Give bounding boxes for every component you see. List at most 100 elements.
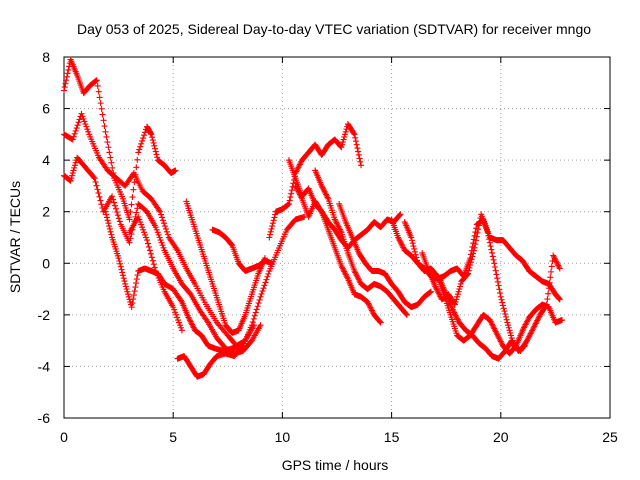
data-point-marker — [487, 243, 494, 250]
data-point-marker — [156, 207, 163, 214]
data-point-marker — [72, 159, 79, 166]
data-point-marker — [150, 139, 157, 146]
series-track-1 — [61, 56, 179, 223]
data-point-marker — [469, 253, 476, 260]
data-point-marker — [173, 311, 180, 318]
y-tick-label: -4 — [38, 358, 51, 374]
data-point-marker — [353, 141, 360, 148]
data-point-marker — [141, 229, 148, 236]
data-point-marker — [501, 308, 508, 315]
data-point-marker — [140, 226, 147, 233]
data-point-marker — [175, 317, 182, 324]
data-point-marker — [115, 255, 122, 262]
data-point-marker — [502, 310, 509, 317]
data-point-marker — [117, 260, 124, 267]
data-point-marker — [476, 218, 483, 225]
data-point-marker — [138, 221, 145, 228]
data-point-marker — [452, 298, 459, 305]
data-point-marker — [143, 237, 150, 244]
data-point-marker — [171, 306, 178, 313]
data-point-marker — [102, 128, 109, 135]
data-point-marker — [272, 211, 279, 218]
data-point-marker — [134, 205, 141, 212]
data-point-marker — [152, 148, 159, 155]
data-point-marker — [151, 264, 158, 271]
series-track-6 — [174, 213, 308, 380]
data-point-marker — [269, 220, 276, 227]
data-point-marker — [73, 125, 80, 132]
data-point-marker — [475, 222, 482, 229]
data-point-marker — [162, 225, 169, 232]
data-point-marker — [115, 215, 122, 222]
data-point-marker — [454, 293, 461, 300]
data-point-marker — [99, 111, 106, 118]
data-point-marker — [105, 220, 112, 227]
data-point-marker — [97, 197, 104, 204]
data-point-marker — [505, 322, 512, 329]
chart-title: Day 053 of 2025, Sidereal Day-to-day VTE… — [77, 21, 591, 37]
data-point-marker — [119, 269, 126, 276]
data-point-marker — [177, 324, 184, 331]
data-point-marker — [114, 212, 121, 219]
data-point-marker — [488, 246, 495, 253]
data-point-marker — [499, 302, 506, 309]
data-point-marker — [113, 209, 120, 216]
data-point-marker — [141, 132, 148, 139]
data-point-marker — [403, 311, 410, 318]
data-point-marker — [160, 220, 167, 227]
x-tick-label: 25 — [602, 429, 618, 445]
data-point-marker — [249, 319, 256, 326]
data-point-marker — [266, 234, 273, 241]
data-point-marker — [149, 257, 156, 264]
data-point-marker — [396, 212, 403, 219]
data-point-marker — [71, 162, 78, 169]
y-axis: -6 -4 -2 0 2 4 6 8 — [38, 49, 610, 426]
data-point-marker — [79, 113, 86, 120]
data-point-marker — [350, 130, 357, 137]
data-point-marker — [548, 263, 555, 270]
data-point-marker — [414, 257, 421, 264]
data-point-marker — [76, 116, 83, 123]
x-tick-label: 5 — [169, 429, 177, 445]
data-point-marker — [453, 296, 460, 303]
data-point-marker — [177, 297, 184, 304]
series-track-3 — [61, 154, 264, 357]
data-point-marker — [250, 315, 257, 322]
series-track-17 — [436, 275, 528, 362]
data-point-marker — [98, 105, 105, 112]
data-point-marker — [157, 208, 164, 215]
data-point-marker — [133, 280, 140, 287]
series-track-15 — [401, 219, 565, 357]
data-point-marker — [158, 211, 165, 218]
data-point-marker — [473, 237, 480, 244]
data-point-marker — [133, 164, 140, 171]
data-point-marker — [149, 137, 156, 144]
data-point-marker — [340, 136, 347, 143]
series-track-7 — [183, 198, 268, 336]
y-tick-label: 4 — [42, 152, 50, 168]
data-point-marker — [543, 301, 550, 308]
data-point-marker — [117, 263, 124, 270]
data-point-marker — [109, 193, 116, 200]
data-point-marker — [104, 139, 111, 146]
data-point-marker — [129, 300, 136, 307]
data-point-marker — [142, 231, 149, 238]
data-point-marker — [173, 245, 180, 252]
data-point-marker — [110, 196, 117, 203]
data-point-marker — [150, 261, 157, 268]
data-point-marker — [121, 278, 128, 285]
data-point-marker — [160, 217, 167, 224]
data-point-marker — [116, 257, 123, 264]
data-point-marker — [352, 134, 359, 141]
data-point-marker — [467, 259, 474, 266]
data-point-marker — [137, 143, 144, 150]
data-point-marker — [465, 270, 472, 277]
data-point-marker — [377, 319, 384, 326]
data-point-marker — [91, 175, 98, 182]
data-point-marker — [484, 229, 491, 236]
data-point-marker — [93, 182, 100, 189]
data-point-marker — [163, 228, 170, 235]
data-point-marker — [111, 202, 118, 209]
data-point-marker — [489, 249, 496, 256]
data-point-marker — [95, 190, 102, 197]
